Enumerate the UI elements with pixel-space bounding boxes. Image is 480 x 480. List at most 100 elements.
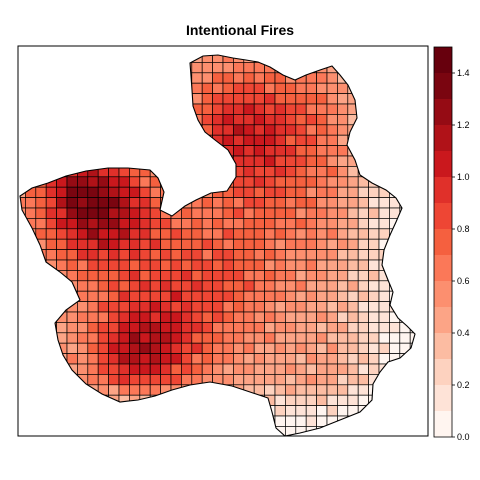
grid-cell	[316, 197, 328, 209]
grid-cell	[191, 322, 203, 334]
grid-cell	[118, 103, 130, 115]
legend-color-step	[434, 47, 452, 73]
grid-cell	[409, 426, 415, 436]
grid-cell	[108, 280, 120, 292]
grid-cell	[295, 249, 307, 261]
grid-cell	[368, 114, 380, 126]
grid-cell	[264, 114, 276, 126]
grid-cell	[25, 415, 37, 427]
grid-cell	[378, 290, 390, 302]
grid-cell	[357, 176, 369, 188]
grid-cell	[421, 239, 431, 249]
grid-cell	[181, 238, 193, 250]
grid-cell	[45, 103, 57, 115]
grid-cell	[35, 134, 47, 146]
grid-cell	[77, 176, 89, 188]
grid-cell	[20, 93, 26, 105]
legend-tick-label: 1.0	[457, 172, 470, 182]
grid-cell	[399, 342, 411, 354]
grid-cell	[66, 134, 78, 146]
grid-cell	[108, 259, 120, 271]
grid-cell	[337, 186, 349, 198]
grid-cell	[233, 363, 245, 375]
grid-cell	[87, 374, 99, 386]
grid-cell	[253, 155, 265, 167]
grid-cell	[87, 62, 99, 74]
grid-cell	[357, 311, 369, 323]
grid-cell	[20, 363, 26, 375]
grid-cell	[192, 437, 202, 447]
grid-cell	[389, 145, 401, 157]
grid-cell	[20, 322, 26, 334]
grid-cell	[357, 259, 369, 271]
grid-cell	[421, 218, 431, 228]
grid-cell	[337, 228, 349, 240]
grid-cell	[285, 394, 297, 406]
grid-cell	[202, 437, 212, 447]
grid-cell	[409, 166, 415, 178]
grid-cell	[357, 249, 369, 261]
grid-cell	[326, 134, 338, 146]
grid-cell	[129, 82, 141, 94]
grid-cell	[149, 124, 161, 136]
grid-cell	[77, 311, 89, 323]
grid-cell	[389, 93, 401, 105]
grid-cell	[149, 82, 161, 94]
grid-cell	[243, 415, 255, 427]
grid-cell	[409, 72, 415, 84]
grid-cell	[264, 342, 276, 354]
grid-cell	[66, 103, 78, 115]
grid-cell	[87, 103, 99, 115]
grid-cell	[389, 394, 401, 406]
grid-cell	[77, 62, 89, 74]
grid-cell	[97, 363, 109, 375]
grid-cell	[45, 72, 57, 84]
grid-cell	[160, 124, 172, 136]
grid-cell	[97, 62, 109, 74]
grid-cell	[25, 280, 37, 292]
grid-cell	[20, 301, 26, 313]
grid-cell	[243, 93, 255, 105]
grid-cell	[170, 363, 182, 375]
grid-cell	[399, 394, 411, 406]
grid-cell	[139, 394, 151, 406]
grid-cell	[368, 62, 380, 74]
grid-cell	[243, 249, 255, 261]
grid-cell	[118, 280, 130, 292]
grid-cell	[108, 290, 120, 302]
grid-cell	[25, 82, 37, 94]
grid-cell	[233, 405, 245, 417]
grid-cell	[139, 114, 151, 126]
grid-cell	[108, 62, 120, 74]
grid-cell	[357, 238, 369, 250]
grid-cell	[305, 228, 317, 240]
grid-cell	[201, 405, 213, 417]
grid-cell	[222, 249, 234, 261]
grid-cell	[253, 124, 265, 136]
grid-cell	[305, 207, 317, 219]
grid-cell	[20, 166, 26, 178]
grid-cell	[421, 198, 431, 208]
grid-cell	[201, 155, 213, 167]
grid-cell	[66, 62, 78, 74]
grid-cell	[409, 238, 415, 250]
grid-cell	[305, 290, 317, 302]
grid-cell	[222, 207, 234, 219]
grid-cell	[97, 103, 109, 115]
grid-cell	[233, 218, 245, 230]
grid-cell	[171, 437, 181, 447]
grid-cell	[108, 363, 120, 375]
grid-cell	[264, 363, 276, 375]
grid-cell	[399, 301, 411, 313]
grid-cell	[77, 218, 89, 230]
grid-cell	[170, 114, 182, 126]
grid-cell	[389, 218, 401, 230]
grid-cell	[305, 374, 317, 386]
grid-cell	[201, 290, 213, 302]
grid-cell	[264, 134, 276, 146]
grid-cell	[170, 218, 182, 230]
grid-cell	[295, 332, 307, 344]
grid-cell	[77, 374, 89, 386]
grid-cell	[399, 238, 411, 250]
grid-cell	[326, 363, 338, 375]
